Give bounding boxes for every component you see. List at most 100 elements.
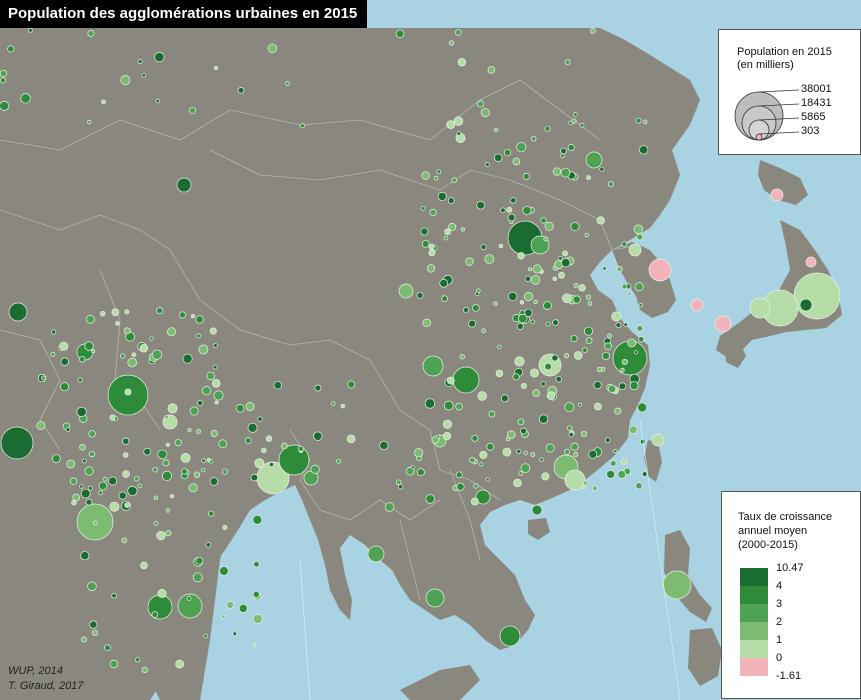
city-symbol [541,472,550,481]
city-symbol [198,344,209,355]
city-symbol [509,197,517,204]
city-symbol [475,489,491,505]
city-symbol [267,43,278,53]
city-symbol [147,594,173,620]
city-symbol [108,476,118,486]
city-symbol [281,442,288,450]
city-symbol [714,315,732,333]
city-symbol [586,175,591,181]
city-symbol [212,364,218,370]
city-symbol [154,52,165,63]
landmass-layer [0,28,842,700]
city-symbol [606,470,615,479]
city-symbol [237,86,245,94]
city-symbol [472,304,480,312]
city-symbol [119,353,126,359]
city-symbol [98,490,104,496]
city-symbol [570,222,580,232]
city-symbol [562,293,572,304]
city-symbol [477,100,485,108]
city-symbol [520,382,527,390]
city-symbol [257,416,263,422]
city-symbol [88,430,96,438]
city-symbol [587,301,593,306]
landmass-taiwan [644,440,662,482]
city-symbol [443,400,454,411]
city-symbol [580,430,588,438]
city-symbol [601,351,610,360]
source-credit: WUP, 2014 [8,665,63,677]
landmass-japan-hokkaido [758,160,808,205]
city-symbol [222,525,228,530]
city-symbol [543,236,549,242]
city-symbol [585,294,592,300]
city-symbol [143,447,152,456]
city-symbol [552,276,557,282]
city-symbol [151,611,159,618]
border-line [0,329,61,451]
city-symbol [487,66,496,74]
city-symbol [455,471,463,479]
city-symbol [551,354,559,362]
city-symbol [473,483,479,489]
city-symbol [506,206,513,213]
city-symbol [102,476,108,482]
city-symbol [174,439,182,447]
city-symbol [442,419,453,429]
city-symbol [455,29,462,36]
city-symbol [134,657,141,663]
city-symbol [91,629,99,636]
city-symbol [584,233,589,238]
city-symbol [177,593,203,619]
city-symbol [616,265,623,273]
city-symbol [80,488,91,499]
city-symbol [530,135,537,142]
city-symbol [488,410,496,418]
growth-break-5: 1 [776,634,783,646]
city-symbol [420,227,429,236]
city-symbol [532,389,540,397]
city-symbol [109,501,120,512]
city-symbol [395,29,405,39]
city-symbol [347,380,356,389]
city-symbol [493,127,499,133]
growth-legend-title-line1: Taux de croissance [738,511,833,523]
city-symbol [79,356,86,363]
city-symbol [636,325,644,332]
growth-break-6: 0 [776,652,783,664]
city-symbol [662,570,692,600]
city-symbol [85,498,93,506]
city-symbol [167,327,176,337]
city-symbol [0,77,6,84]
city-symbol [512,157,521,166]
city-symbol [564,448,571,455]
city-symbol [201,386,212,396]
city-symbol [226,600,235,609]
city-symbol [628,243,642,257]
city-symbol [573,112,578,118]
city-symbol [634,350,639,355]
city-symbol [164,414,170,420]
city-symbol [20,93,31,104]
city-symbol [452,366,480,394]
growth-swatch-5 [740,640,768,658]
city-symbol [602,266,607,271]
city-symbol [181,468,188,475]
city-symbol [500,207,506,213]
city-symbol [560,167,571,178]
city-symbol [533,299,538,304]
city-symbol [252,590,260,598]
city-symbol [447,197,455,204]
landmass-japan-kyushu [724,340,746,368]
city-symbol [313,431,323,441]
city-symbol [538,414,549,424]
meridian-lines [299,419,681,700]
city-symbol [591,485,598,492]
city-symbol [564,59,571,65]
city-symbol [209,327,217,335]
city-symbol [518,470,524,476]
city-symbol [508,291,518,302]
city-symbol [636,233,644,241]
